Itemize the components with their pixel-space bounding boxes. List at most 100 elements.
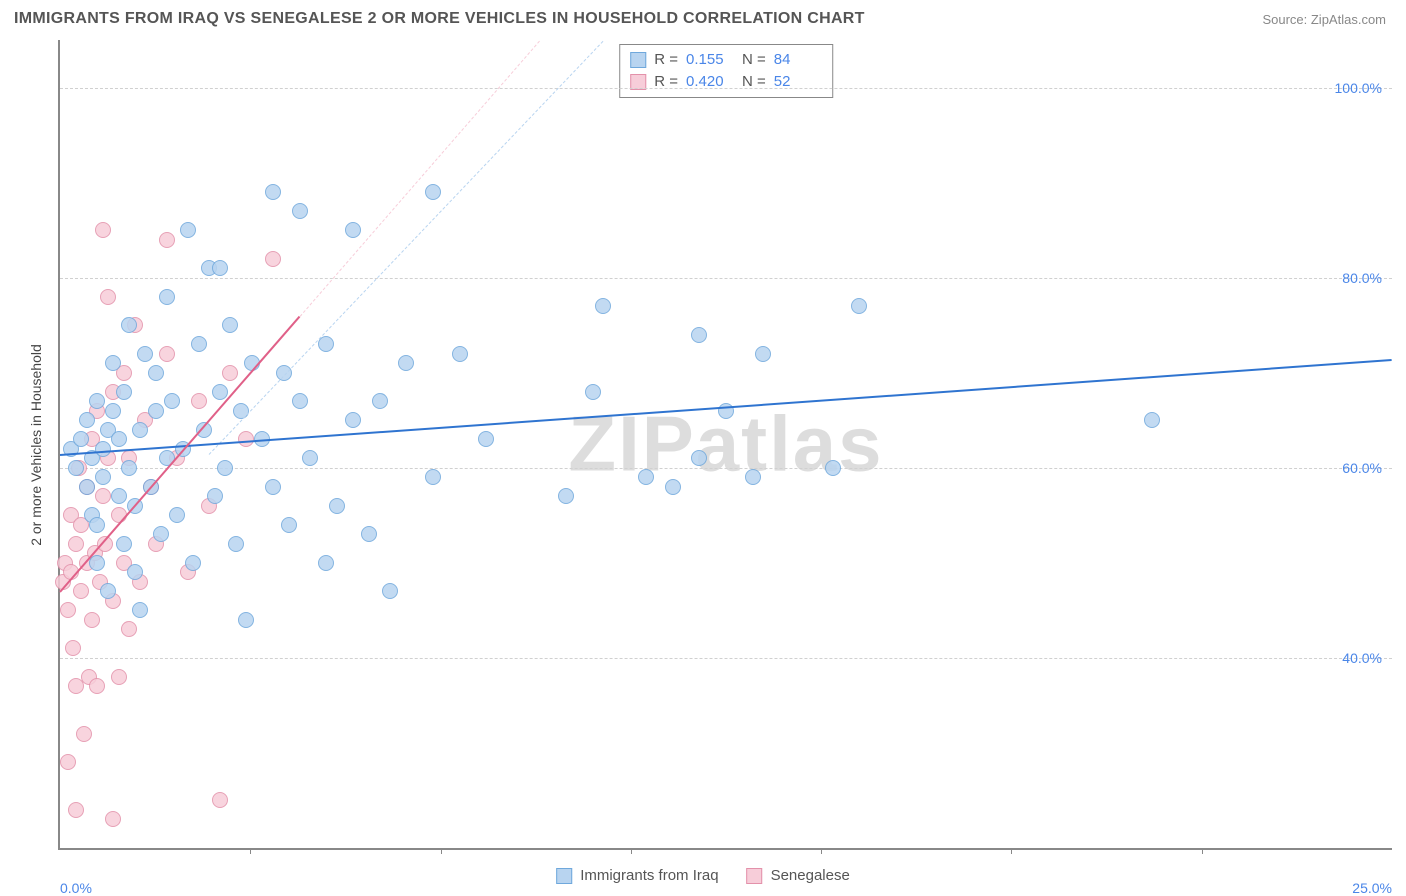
data-point (825, 460, 841, 476)
data-point (691, 327, 707, 343)
data-point (372, 393, 388, 409)
data-point (111, 669, 127, 685)
legend-label-iraq: Immigrants from Iraq (580, 867, 718, 884)
legend-item-iraq: Immigrants from Iraq (556, 867, 718, 884)
data-point (127, 564, 143, 580)
data-point (595, 298, 611, 314)
data-point (100, 289, 116, 305)
data-point (121, 460, 137, 476)
data-point (89, 555, 105, 571)
x-tick (821, 848, 822, 854)
data-point (132, 602, 148, 618)
data-point (137, 346, 153, 362)
data-point (755, 346, 771, 362)
data-point (638, 469, 654, 485)
legend-bottom-swatch-iraq (556, 868, 572, 884)
x-tick (631, 848, 632, 854)
x-tick (441, 848, 442, 854)
data-point (84, 612, 100, 628)
y-axis-title: 2 or more Vehicles in Household (28, 344, 44, 546)
data-point (169, 507, 185, 523)
data-point (65, 640, 81, 656)
x-tick (1011, 848, 1012, 854)
data-point (281, 517, 297, 533)
legend-label-senegalese: Senegalese (771, 867, 850, 884)
data-point (478, 431, 494, 447)
data-point (121, 317, 137, 333)
data-point (665, 479, 681, 495)
gridline (60, 658, 1392, 659)
data-point (180, 222, 196, 238)
data-point (191, 336, 207, 352)
plot-wrapper: 2 or more Vehicles in Household ZIPatlas… (36, 40, 1392, 850)
data-point (121, 621, 137, 637)
legend-row-senegalese: R = 0.420 N = 52 (630, 71, 822, 93)
data-point (222, 317, 238, 333)
data-point (345, 412, 361, 428)
data-point (345, 222, 361, 238)
data-point (73, 583, 89, 599)
data-point (276, 365, 292, 381)
data-point (318, 336, 334, 352)
data-point (691, 450, 707, 466)
n-value-iraq: 84 (774, 49, 822, 71)
chart-title: IMMIGRANTS FROM IRAQ VS SENEGALESE 2 OR … (14, 10, 865, 28)
data-point (265, 184, 281, 200)
data-point (382, 583, 398, 599)
data-point (89, 678, 105, 694)
data-point (116, 384, 132, 400)
data-point (89, 393, 105, 409)
data-point (111, 431, 127, 447)
data-point (361, 526, 377, 542)
trend-line (60, 358, 1392, 455)
source-label: Source: ZipAtlas.com (1262, 12, 1386, 27)
n-value-senegalese: 52 (774, 71, 822, 93)
data-point (95, 469, 111, 485)
data-point (95, 222, 111, 238)
data-point (95, 441, 111, 457)
legend-correlation: R = 0.155 N = 84 R = 0.420 N = 52 (619, 44, 833, 98)
data-point (292, 393, 308, 409)
data-point (217, 460, 233, 476)
data-point (79, 412, 95, 428)
data-point (153, 526, 169, 542)
data-point (238, 612, 254, 628)
data-point (207, 488, 223, 504)
data-point (1144, 412, 1160, 428)
data-point (159, 232, 175, 248)
plot-area: ZIPatlas R = 0.155 N = 84 R = 0.420 N = … (58, 40, 1392, 850)
x-tick (250, 848, 251, 854)
data-point (265, 479, 281, 495)
data-point (100, 583, 116, 599)
gridline (60, 278, 1392, 279)
legend-item-senegalese: Senegalese (747, 867, 850, 884)
data-point (585, 384, 601, 400)
data-point (851, 298, 867, 314)
y-tick-label: 60.0% (1342, 460, 1382, 476)
data-point (89, 517, 105, 533)
data-point (116, 536, 132, 552)
data-point (292, 203, 308, 219)
data-point (159, 289, 175, 305)
trend-extrapolation (209, 40, 604, 454)
data-point (233, 403, 249, 419)
gridline (60, 88, 1392, 89)
trend-extrapolation (299, 40, 540, 316)
data-point (212, 384, 228, 400)
data-point (105, 355, 121, 371)
data-point (302, 450, 318, 466)
legend-row-iraq: R = 0.155 N = 84 (630, 49, 822, 71)
data-point (105, 403, 121, 419)
y-tick-label: 80.0% (1342, 270, 1382, 286)
data-point (318, 555, 334, 571)
data-point (164, 393, 180, 409)
legend-swatch-iraq (630, 52, 646, 68)
data-point (265, 251, 281, 267)
data-point (111, 488, 127, 504)
r-value-senegalese: 0.420 (686, 71, 734, 93)
x-tick-label: 0.0% (60, 880, 92, 896)
data-point (68, 802, 84, 818)
data-point (191, 393, 207, 409)
data-point (398, 355, 414, 371)
data-point (222, 365, 238, 381)
